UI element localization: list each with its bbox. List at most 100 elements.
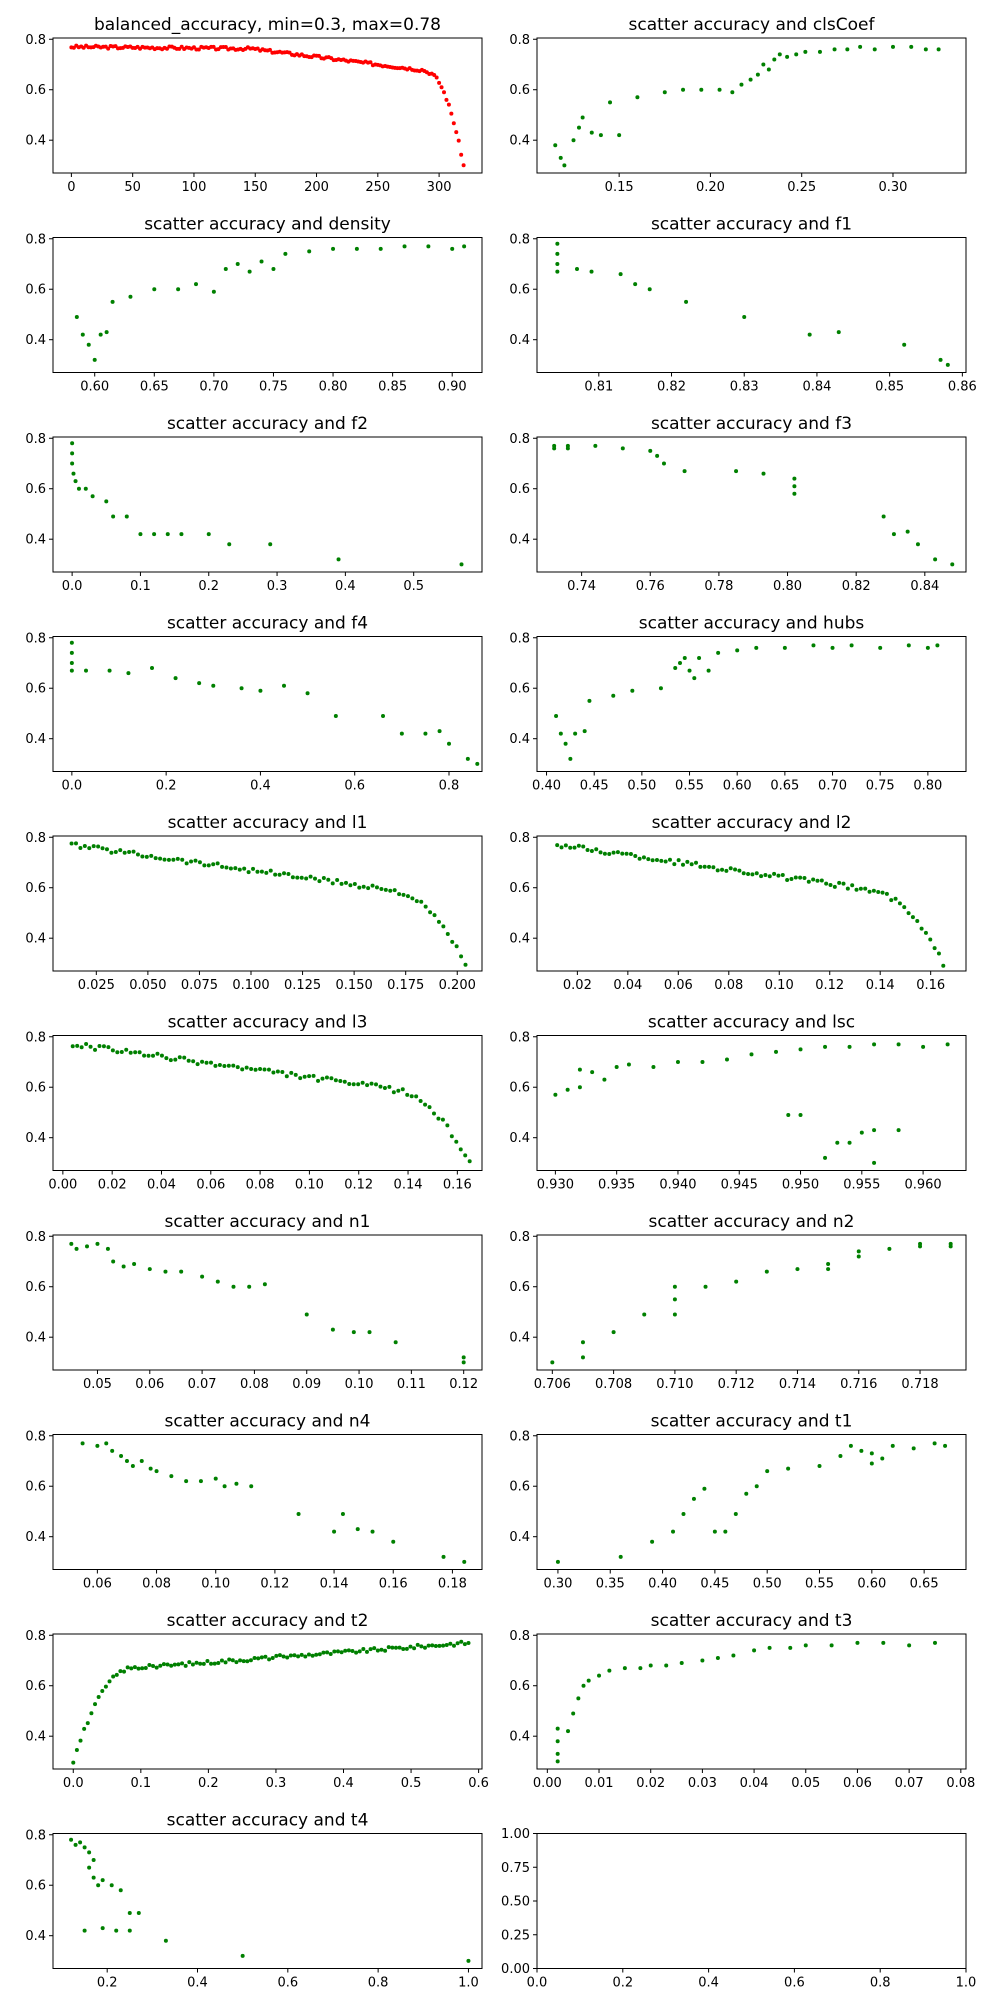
- data-point: [163, 1938, 168, 1943]
- data-point: [186, 1058, 191, 1063]
- y-tick-label: 0.8: [25, 232, 46, 247]
- subplot-8: scatter accuracy and l1 0.025 0.050 0.075 0.…: [25, 813, 483, 993]
- data-point: [628, 852, 633, 857]
- data-point: [620, 851, 625, 856]
- data-point: [789, 876, 794, 881]
- data-point: [405, 894, 410, 899]
- subplot-6: scatter accuracy and f4 0.0 0.2 0.4 0.6 0.8 0.…: [25, 614, 483, 794]
- data-point: [211, 862, 216, 867]
- y-tick-label: 1.00: [501, 1827, 530, 1842]
- data-point: [392, 888, 397, 893]
- data-point: [849, 643, 854, 648]
- data-point: [368, 1647, 373, 1652]
- data-point: [436, 1116, 441, 1121]
- data-point: [330, 881, 335, 886]
- data-point: [247, 1284, 252, 1289]
- data-point: [691, 1496, 696, 1501]
- data-point: [127, 850, 132, 855]
- subplot-13: scatter accuracy and n2 0.706 0.708 0.710 0.…: [509, 1212, 967, 1392]
- data-point: [197, 681, 202, 686]
- x-tick-label: 0.175: [387, 978, 424, 993]
- data-point: [277, 872, 282, 877]
- data-point: [149, 853, 154, 858]
- data-point: [142, 1053, 147, 1058]
- y-tick-label: 0.6: [25, 1679, 46, 1694]
- data-point: [310, 1653, 315, 1658]
- data-point: [388, 888, 393, 893]
- y-tick-label: 0.6: [509, 83, 530, 98]
- data-point: [681, 1511, 686, 1516]
- x-tick-label: 0.75: [866, 779, 895, 794]
- data-point: [268, 542, 273, 547]
- x-tick-label: 0.2: [156, 779, 177, 794]
- data-point: [685, 859, 690, 864]
- data-point: [553, 143, 558, 148]
- data-point: [667, 857, 672, 862]
- data-point: [881, 514, 886, 519]
- data-point: [433, 1643, 438, 1648]
- data-point: [240, 1067, 245, 1072]
- data-point: [932, 1441, 937, 1446]
- data-point: [286, 871, 291, 876]
- x-tick-label: 0.08: [946, 1776, 975, 1791]
- data-point: [383, 1648, 388, 1653]
- data-point: [354, 246, 359, 251]
- y-tick-label: 0.4: [25, 932, 46, 947]
- data-point: [444, 1642, 449, 1647]
- data-point: [550, 1360, 555, 1365]
- data-point: [148, 1466, 153, 1471]
- data-point: [118, 1888, 123, 1893]
- data-point: [880, 1456, 885, 1461]
- data-point: [100, 1926, 105, 1931]
- data-point: [459, 562, 464, 567]
- y-tick-label: 0.4: [25, 1331, 46, 1346]
- x-tick-label: 0.125: [284, 978, 321, 993]
- data-point: [945, 1042, 950, 1047]
- plot-frame: [536, 1633, 967, 1770]
- data-point: [165, 532, 170, 537]
- data-point: [165, 1662, 170, 1667]
- x-tick-label: 0.12: [449, 1377, 478, 1392]
- data-point: [213, 1476, 218, 1481]
- data-point: [697, 655, 702, 660]
- data-point: [617, 133, 622, 138]
- data-point: [687, 668, 692, 673]
- data-point: [172, 1662, 177, 1667]
- data-point: [246, 870, 251, 875]
- subplot-title: scatter accuracy and n1: [165, 1212, 371, 1232]
- data-point: [755, 72, 760, 77]
- x-tick-label: 0.81: [584, 380, 613, 395]
- data-point: [462, 1642, 467, 1647]
- x-tick-label: 0.050: [129, 978, 166, 993]
- data-point: [400, 1087, 405, 1092]
- x-tick-label: 0.16: [379, 1577, 408, 1592]
- data-point: [84, 1041, 89, 1046]
- x-tick-label: 0.6: [344, 779, 365, 794]
- data-point: [224, 865, 229, 870]
- y-tick-label: 0.6: [25, 1480, 46, 1495]
- data-point: [271, 1070, 276, 1075]
- x-tick-label: 0.10: [765, 978, 794, 993]
- data-point: [737, 868, 742, 873]
- plot-frame: [536, 1234, 967, 1371]
- data-point: [577, 1085, 582, 1090]
- data-point: [680, 862, 685, 867]
- subplot-title: scatter accuracy and f1: [651, 215, 852, 235]
- data-point: [716, 650, 721, 655]
- data-point: [381, 713, 385, 718]
- x-tick-label: 0.70: [818, 779, 847, 794]
- data-point: [558, 731, 563, 736]
- data-point: [794, 52, 799, 57]
- data-point: [285, 1655, 290, 1660]
- x-tick-label: 0.84: [910, 579, 939, 594]
- data-point: [562, 163, 567, 168]
- data-point: [589, 848, 594, 853]
- data-point: [223, 267, 228, 272]
- y-tick-label: 0.8: [25, 631, 46, 646]
- data-point: [129, 1666, 134, 1671]
- data-point: [399, 731, 404, 736]
- data-point: [884, 891, 889, 896]
- data-point: [925, 645, 930, 650]
- data-point: [837, 880, 842, 885]
- data-point: [125, 1665, 130, 1670]
